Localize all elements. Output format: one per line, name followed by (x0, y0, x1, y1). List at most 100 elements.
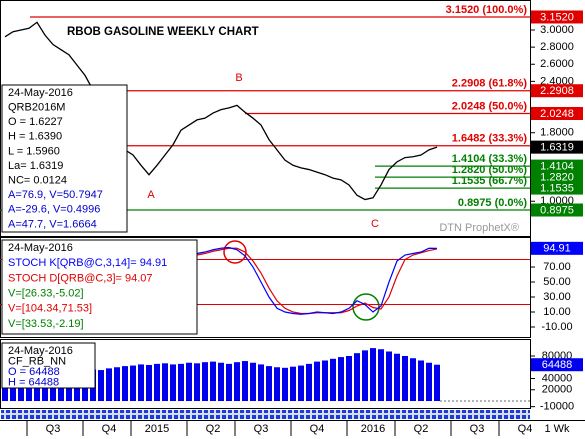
annotation: B (235, 72, 242, 84)
legend-text: STOCH D[QRB@C,3]= 94.07 (8, 272, 153, 284)
highlight-circle (223, 240, 247, 264)
bar (106, 368, 112, 402)
annotation: A (147, 189, 155, 201)
bar (322, 360, 328, 402)
fib-label: 3.1520 (100.0%) (446, 4, 528, 16)
bar (242, 361, 248, 402)
value-tag-label: 0.8975 (540, 204, 574, 216)
y-tick-label: 40000 (542, 372, 573, 384)
legend-text: A=47.7, V=1.6664 (8, 218, 97, 230)
x-tick-label: Q3 (254, 423, 269, 435)
bar (266, 366, 272, 402)
value-tag (531, 358, 583, 372)
y-tick-label: 30.00 (543, 291, 571, 303)
value-tag-label: 1.2820 (540, 171, 574, 183)
legend-text: L = 1.5960 (8, 145, 60, 157)
bar (138, 364, 144, 402)
price-line (4, 21, 438, 201)
panel-frame (0, 0, 531, 237)
stoch-line (196, 246, 438, 315)
bar (154, 363, 160, 402)
bar (234, 362, 240, 402)
x-tick-label: Q2 (206, 423, 221, 435)
bar (426, 362, 432, 402)
bar (274, 367, 280, 402)
fib-label: 1.1535 (66.7%) (452, 175, 528, 187)
value-tag (531, 84, 583, 98)
legend-box (1, 342, 96, 389)
legend-text: CF_RB_NN (8, 355, 66, 367)
bar (306, 363, 312, 402)
bar (378, 349, 384, 402)
y-tick-label: 1.8000 (540, 127, 574, 139)
bar (194, 363, 200, 402)
bar (162, 363, 168, 402)
bar (146, 364, 152, 402)
x-tick-label: 2016 (361, 423, 385, 435)
bar (298, 365, 304, 402)
x-tick-label: Q4 (518, 423, 533, 435)
y-tick-label: -10.00 (541, 321, 572, 333)
fib-label: 1.4104 (33.3%) (452, 153, 528, 165)
time-strip (1, 410, 530, 419)
bar (250, 362, 256, 402)
y-tick-label: 2.6000 (540, 58, 574, 70)
bar (130, 365, 136, 402)
bar (434, 364, 440, 402)
legend-text: NC= 0.0124 (8, 175, 67, 187)
bar (202, 362, 208, 402)
bar (354, 353, 360, 402)
bar (338, 357, 344, 402)
value-tag-label: 1.6319 (540, 142, 574, 154)
bar (410, 358, 416, 402)
annotation: C (371, 218, 379, 230)
value-tag (531, 106, 583, 120)
value-tag (531, 170, 583, 184)
legend-box (1, 84, 128, 233)
x-tick-label: Q4 (102, 423, 117, 435)
value-tag-label: 2.2908 (540, 85, 574, 97)
bar (186, 362, 192, 402)
bar (290, 366, 296, 402)
value-tag (531, 159, 583, 173)
legend-text: O = 64488 (8, 366, 60, 378)
bar (170, 364, 176, 402)
value-tag-label: 94.91 (543, 243, 571, 255)
bar (218, 362, 224, 402)
bar (210, 361, 216, 402)
bar (282, 367, 288, 402)
legend-text: 24-May-2016 (8, 242, 73, 254)
y-tick-label: 50.00 (543, 276, 571, 288)
legend-box (1, 239, 198, 335)
chart-title: RBOB GASOLINE WEEKLY CHART (67, 26, 259, 38)
bar (226, 363, 232, 402)
legend-text: 24-May-2016 (8, 87, 73, 99)
value-tag (531, 181, 583, 195)
panel-frame (0, 339, 531, 409)
legend-text: H = 64488 (8, 376, 59, 388)
bar (362, 350, 368, 402)
bar (386, 351, 392, 402)
stoch-line (196, 247, 438, 315)
bar (330, 358, 336, 402)
bar (370, 348, 376, 402)
y-tick-label: 2.8000 (540, 41, 574, 53)
bar (178, 363, 184, 402)
legend-text: A=-29.6, V=0.4996 (8, 204, 100, 216)
bar (418, 360, 424, 402)
legend-text: O = 1.6227 (8, 116, 63, 128)
bar (314, 361, 320, 402)
bar (258, 364, 264, 402)
x-tick-label: 2015 (145, 423, 169, 435)
x-tick-label: Q2 (414, 423, 429, 435)
value-tag (531, 140, 583, 154)
value-tag-label: 1.4104 (540, 161, 574, 173)
panel-frame (0, 237, 531, 338)
y-tick-label: -10000 (540, 401, 574, 413)
x-tick-label: Q3 (46, 423, 61, 435)
watermark: DTN ProphetX® (439, 222, 519, 234)
y-tick-label: 10.00 (543, 306, 571, 318)
period-label: 1 Wk (544, 423, 570, 435)
plot-layer: 3.00002.80002.60002.40001.80001.0000RBOB… (0, 4, 583, 436)
